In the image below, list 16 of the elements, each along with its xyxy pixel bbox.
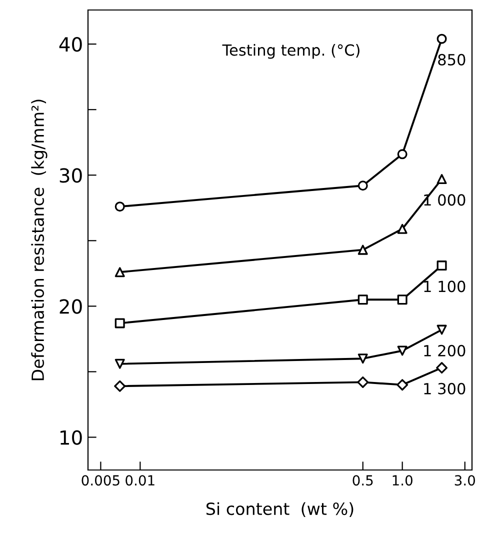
x-tick-label: 0.005 (82, 475, 120, 486)
y-axis-title: Deformation resistance (kg/mm²) (31, 100, 48, 380)
x-tick-label: 1.0 (392, 475, 412, 486)
y-tick-label: 20 (60, 299, 82, 314)
y-tick-label: 10 (60, 430, 82, 445)
x-tick-label: 0.01 (126, 475, 154, 486)
x-tick-label: 0.5 (352, 475, 373, 486)
y-tick-label: 30 (60, 168, 82, 183)
x-axis-title: Si content (wt %) (206, 502, 354, 518)
series-label: 1 100 (424, 280, 466, 292)
x-tick-label: 3.0 (454, 475, 475, 486)
annotation: Testing temp. (°C) (222, 44, 360, 59)
series-label: 1 200 (424, 344, 466, 356)
y-tick-label: 40 (59, 37, 82, 52)
series-label: 850 (438, 54, 466, 66)
series-label: 1 300 (424, 382, 466, 394)
